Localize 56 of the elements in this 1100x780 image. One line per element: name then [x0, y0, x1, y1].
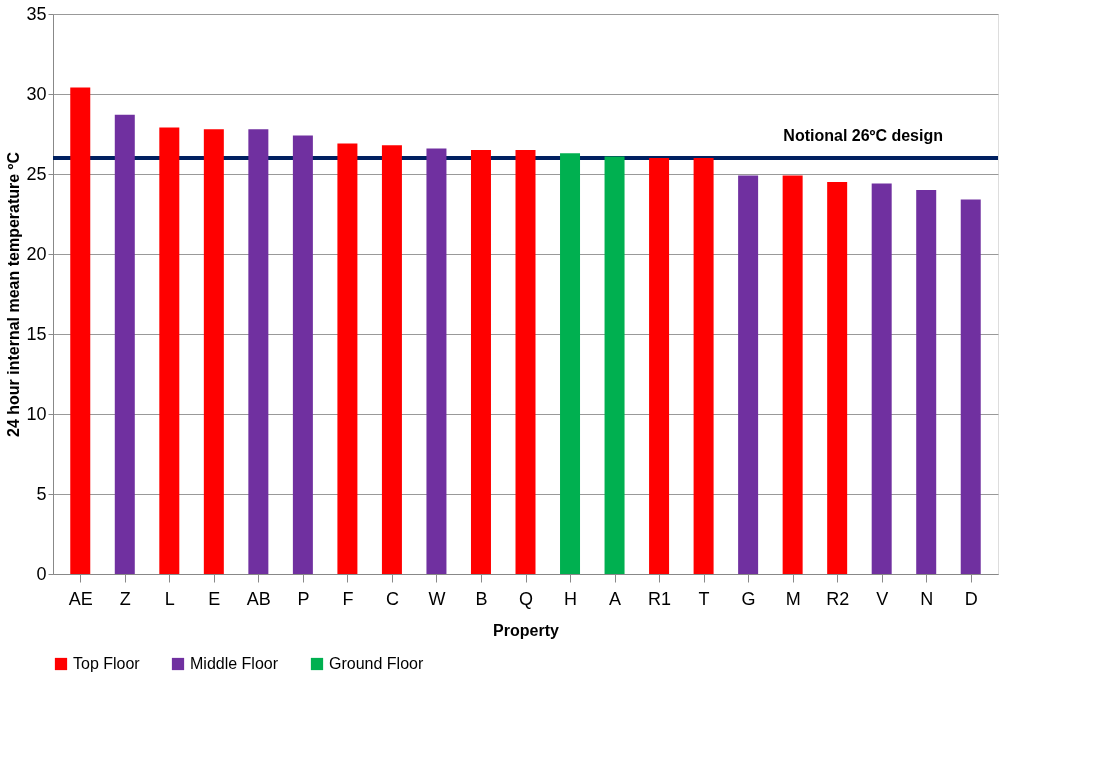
bar [693, 158, 714, 574]
bar [560, 153, 581, 574]
bar [649, 158, 670, 574]
bar [381, 145, 402, 574]
bar [738, 175, 759, 574]
x-tick-label: P [297, 588, 310, 609]
x-tick-label: M [785, 588, 801, 609]
y-tick-label: 20 [26, 243, 47, 264]
bar [515, 150, 536, 574]
x-tick-label: Q [518, 588, 534, 609]
x-tick-label: Z [119, 588, 131, 609]
x-tick-label: D [964, 588, 978, 609]
x-tick-label: C [385, 588, 399, 609]
bar [871, 183, 892, 574]
x-tick-label: R1 [648, 588, 672, 609]
bar [470, 150, 491, 574]
y-tick-label: 35 [26, 3, 47, 24]
y-tick-label: 5 [36, 483, 47, 504]
x-tick-label: E [208, 588, 221, 609]
x-tick-label: B [475, 588, 488, 609]
x-axis-title: Property [493, 621, 559, 639]
x-tick-label: L [164, 588, 175, 609]
x-tick-label: H [564, 588, 578, 609]
ref-line-label: Notional 26ºC design [783, 127, 943, 144]
y-tick-label: 0 [36, 563, 47, 584]
x-tick-label: R2 [826, 588, 850, 609]
bar [426, 148, 447, 574]
y-tick-label: 25 [26, 163, 47, 184]
bar [114, 114, 135, 574]
legend-label: Ground Floor [329, 655, 424, 672]
bar [604, 156, 625, 574]
x-tick-label: N [920, 588, 934, 609]
bar [782, 175, 803, 574]
x-tick-label: T [698, 588, 710, 609]
bar [248, 129, 269, 574]
y-tick-label: 30 [26, 83, 47, 104]
x-tick-label: A [609, 588, 622, 609]
legend-label: Middle Floor [190, 655, 279, 672]
bar [292, 135, 313, 574]
y-axis-title: 24 hour internal mean temperature ºC [5, 151, 23, 438]
bar [159, 127, 180, 574]
x-tick-label: V [876, 588, 889, 609]
y-tick-label: 10 [26, 403, 47, 424]
bar [337, 143, 358, 574]
x-tick-label: AE [68, 588, 93, 609]
x-tick-label: G [741, 588, 756, 609]
x-tick-label: W [428, 588, 446, 609]
bar [960, 199, 981, 574]
bar [916, 190, 937, 574]
legend-label: Top Floor [73, 655, 141, 672]
bar [203, 129, 224, 574]
bar [827, 182, 848, 574]
bar [70, 87, 91, 574]
y-tick-label: 15 [26, 323, 47, 344]
x-tick-label: AB [246, 588, 271, 609]
x-tick-label: F [342, 588, 354, 609]
